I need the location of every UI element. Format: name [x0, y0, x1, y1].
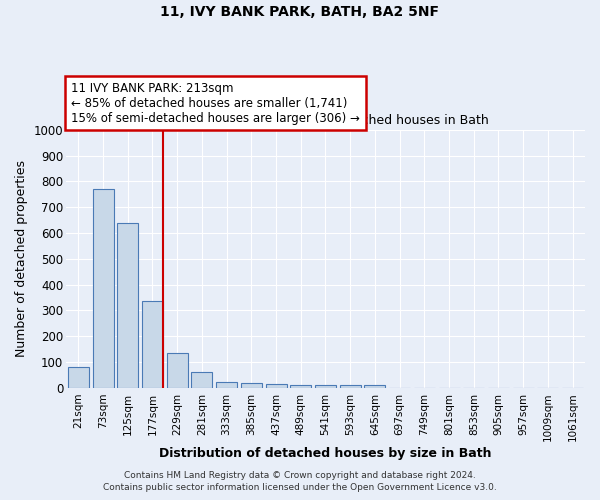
Text: 11, IVY BANK PARK, BATH, BA2 5NF: 11, IVY BANK PARK, BATH, BA2 5NF — [161, 5, 439, 19]
Bar — [241, 383, 262, 388]
Text: 11 IVY BANK PARK: 213sqm
← 85% of detached houses are smaller (1,741)
15% of sem: 11 IVY BANK PARK: 213sqm ← 85% of detach… — [71, 82, 360, 124]
Bar — [216, 382, 237, 388]
Bar — [364, 386, 385, 388]
Bar — [142, 302, 163, 388]
Bar — [92, 189, 113, 388]
Title: Size of property relative to detached houses in Bath: Size of property relative to detached ho… — [162, 114, 489, 127]
Bar — [266, 384, 287, 388]
Bar — [68, 368, 89, 388]
Bar — [290, 386, 311, 388]
X-axis label: Distribution of detached houses by size in Bath: Distribution of detached houses by size … — [159, 447, 492, 460]
Bar — [191, 372, 212, 388]
Y-axis label: Number of detached properties: Number of detached properties — [15, 160, 28, 358]
Bar — [340, 386, 361, 388]
Bar — [117, 222, 138, 388]
Text: Contains HM Land Registry data © Crown copyright and database right 2024.
Contai: Contains HM Land Registry data © Crown c… — [103, 471, 497, 492]
Bar — [167, 353, 188, 388]
Bar — [315, 386, 336, 388]
